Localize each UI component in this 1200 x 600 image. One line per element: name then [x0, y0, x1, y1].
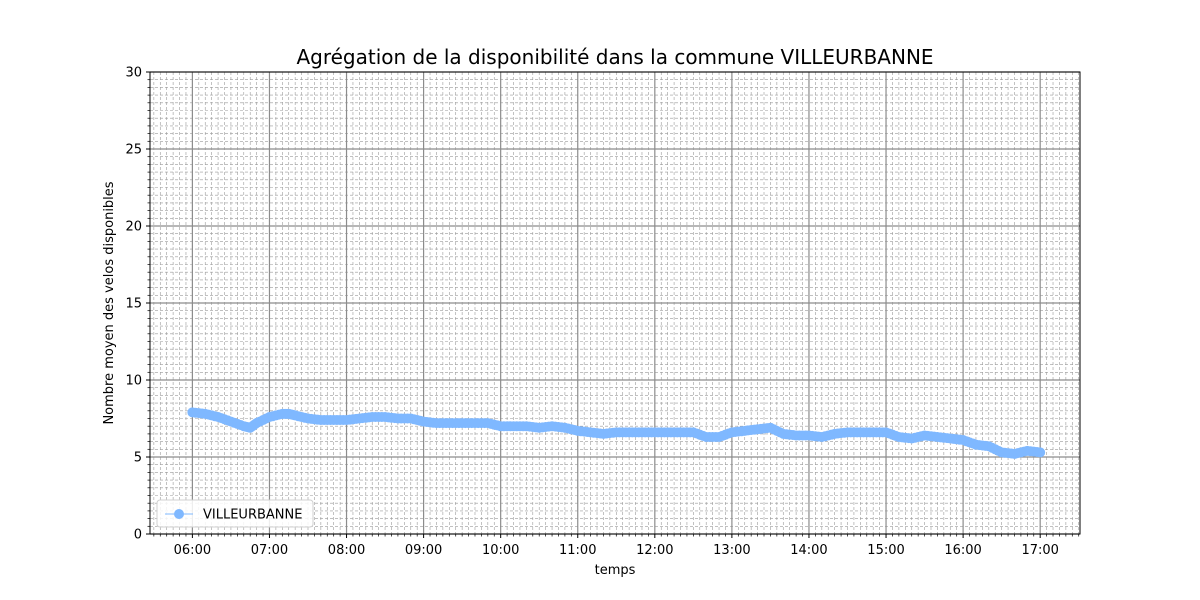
x-tick-label: 16:00 [944, 543, 981, 558]
legend-marker [174, 509, 184, 519]
y-tick-label: 15 [125, 297, 142, 312]
y-axis-label: Nombre moyen des velos disponibles [102, 181, 117, 424]
legend-label: VILLEURBANNE [203, 508, 302, 523]
y-tick-label: 0 [134, 528, 142, 543]
x-tick-label: 17:00 [1021, 543, 1058, 558]
axes: 0 5 10 15 20 25 30 06:00 07:00 08:00 09:00 10:00 11:… [125, 66, 1081, 558]
series-point [1035, 447, 1046, 458]
x-tick-label: 14:00 [790, 543, 827, 558]
legend-box [156, 499, 314, 528]
x-tick-label: 08:00 [328, 543, 365, 558]
x-axis-label: temps [595, 563, 636, 578]
x-tick-label: 10:00 [482, 543, 519, 558]
y-tick-label: 20 [125, 220, 142, 235]
y-tick-label: 10 [125, 374, 142, 389]
grid [150, 71, 1080, 535]
y-tick-label: 5 [134, 451, 142, 466]
x-tick-label: 12:00 [636, 543, 673, 558]
y-tick-label: 25 [125, 143, 142, 158]
y-tick-label: 30 [125, 66, 142, 81]
x-tick-label: 07:00 [251, 543, 288, 558]
x-tick-label: 13:00 [713, 543, 750, 558]
legend: VILLEURBANNE [156, 499, 314, 528]
chart-title: Agrégation de la disponibilité dans la c… [296, 45, 933, 69]
x-tick-label: 09:00 [405, 543, 442, 558]
x-tick-label: 06:00 [174, 543, 211, 558]
x-tick-label: 15:00 [867, 543, 904, 558]
series-layer [187, 407, 1046, 459]
x-tick-label: 11:00 [559, 543, 596, 558]
